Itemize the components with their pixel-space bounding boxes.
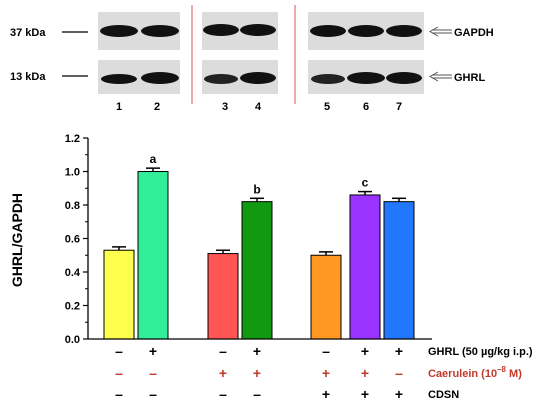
bar-3 xyxy=(207,253,239,340)
bar-7 xyxy=(383,201,415,340)
y-tick-label: 0.4 xyxy=(65,267,81,279)
treatment-sign-r3-c7: + xyxy=(395,386,403,402)
treatment-sign-r3-c5: + xyxy=(322,386,330,402)
band-gapdh-5 xyxy=(310,25,346,37)
marker-label-37kda: 37 kDa xyxy=(10,27,46,39)
band-label-gapdh: GAPDH xyxy=(454,27,494,39)
significance-letter-2: a xyxy=(150,152,157,166)
treatment-sign-r1-c2: + xyxy=(149,343,157,359)
treatment-sign-r1-c6: + xyxy=(361,343,369,359)
band-gapdh-7 xyxy=(386,25,422,37)
marker-label-13kda: 13 kDa xyxy=(10,71,46,83)
band-label-ghrl: GHRL xyxy=(454,72,485,84)
band-ghrl-5 xyxy=(311,74,345,84)
treatment-sign-r3-c1: – xyxy=(115,386,123,402)
treatment-label-2: Caerulein (10–8 M) xyxy=(428,365,522,380)
significance-letter-4: b xyxy=(253,182,260,196)
lane-label-7: 7 xyxy=(396,101,402,113)
treatment-sign-r2-c3: + xyxy=(219,365,227,381)
bar-2 xyxy=(137,171,169,340)
treatment-sign-r3-c4: – xyxy=(253,386,261,402)
lane-label-2: 2 xyxy=(154,101,160,113)
treatment-sign-r3-c6: + xyxy=(361,386,369,402)
bar-4 xyxy=(241,201,273,340)
band-gapdh-6 xyxy=(348,25,384,37)
y-tick-label: 1.0 xyxy=(65,167,80,179)
treatment-sign-r3-c3: – xyxy=(219,386,227,402)
treatment-sign-r2-c7: – xyxy=(395,365,403,381)
y-tick-label: 1.2 xyxy=(65,133,80,145)
band-gapdh-4 xyxy=(240,24,276,36)
y-tick-label: 0.2 xyxy=(65,301,80,313)
treatment-sign-r1-c3: – xyxy=(219,343,227,359)
arrow-gapdh-icon xyxy=(428,26,452,37)
lane-label-1: 1 xyxy=(116,101,122,113)
band-gapdh-2 xyxy=(141,25,179,37)
band-gapdh-3 xyxy=(203,24,239,36)
treatment-sign-r1-c7: + xyxy=(395,343,403,359)
treatment-label-1: GHRL (50 µg/kg i.p.) xyxy=(428,346,533,358)
bar-6 xyxy=(349,194,381,340)
western-blot: 37 kDa 13 kDa GAPDH GHRL 1 2 3 4 5 6 7 xyxy=(10,5,494,113)
treatment-sign-r3-c2: – xyxy=(149,386,157,402)
lane-label-6: 6 xyxy=(363,101,369,113)
treatment-sign-r1-c1: – xyxy=(115,343,123,359)
band-ghrl-1 xyxy=(101,74,137,84)
band-ghrl-7 xyxy=(386,72,422,84)
band-ghrl-3 xyxy=(204,74,238,84)
bar-1 xyxy=(103,249,135,340)
significance-letter-6: c xyxy=(362,176,369,190)
band-gapdh-1 xyxy=(100,25,138,37)
treatment-sign-r2-c1: – xyxy=(115,365,123,381)
y-tick-label: 0.0 xyxy=(65,334,80,346)
band-ghrl-4 xyxy=(240,72,276,84)
bar-chart: GHRL/GAPDH 0.0 0.2 0.4 0.6 0.8 1.0 1.2 a b c xyxy=(9,133,432,346)
treatment-table: – + – + – + + GHRL (50 µg/kg i.p.) – – + + + + – Caerul… xyxy=(115,343,533,402)
y-tick-label: 0.6 xyxy=(65,234,80,246)
treatment-sign-r2-c5: + xyxy=(322,365,330,381)
lane-labels: 1 2 3 4 5 6 7 xyxy=(116,101,402,113)
bar-5 xyxy=(310,254,342,340)
treatment-label-3: CDSN xyxy=(428,389,459,401)
treatment-sign-r2-c2: – xyxy=(149,365,157,381)
arrow-ghrl-icon xyxy=(428,71,452,82)
lane-label-4: 4 xyxy=(255,101,262,113)
treatment-sign-r1-c4: + xyxy=(253,343,261,359)
y-axis: 0.0 0.2 0.4 0.6 0.8 1.0 1.2 xyxy=(65,133,89,346)
treatment-sign-r2-c4: + xyxy=(253,365,261,381)
band-ghrl-2 xyxy=(141,72,179,84)
band-ghrl-6 xyxy=(347,72,385,84)
bars: a b c xyxy=(103,152,415,340)
treatment-sign-r1-c5: – xyxy=(322,343,330,359)
treatment-sign-r2-c6: + xyxy=(361,365,369,381)
y-axis-label: GHRL/GAPDH xyxy=(9,193,25,287)
y-tick-label: 0.8 xyxy=(65,200,80,212)
lane-label-5: 5 xyxy=(324,101,330,113)
lane-label-3: 3 xyxy=(222,101,228,113)
